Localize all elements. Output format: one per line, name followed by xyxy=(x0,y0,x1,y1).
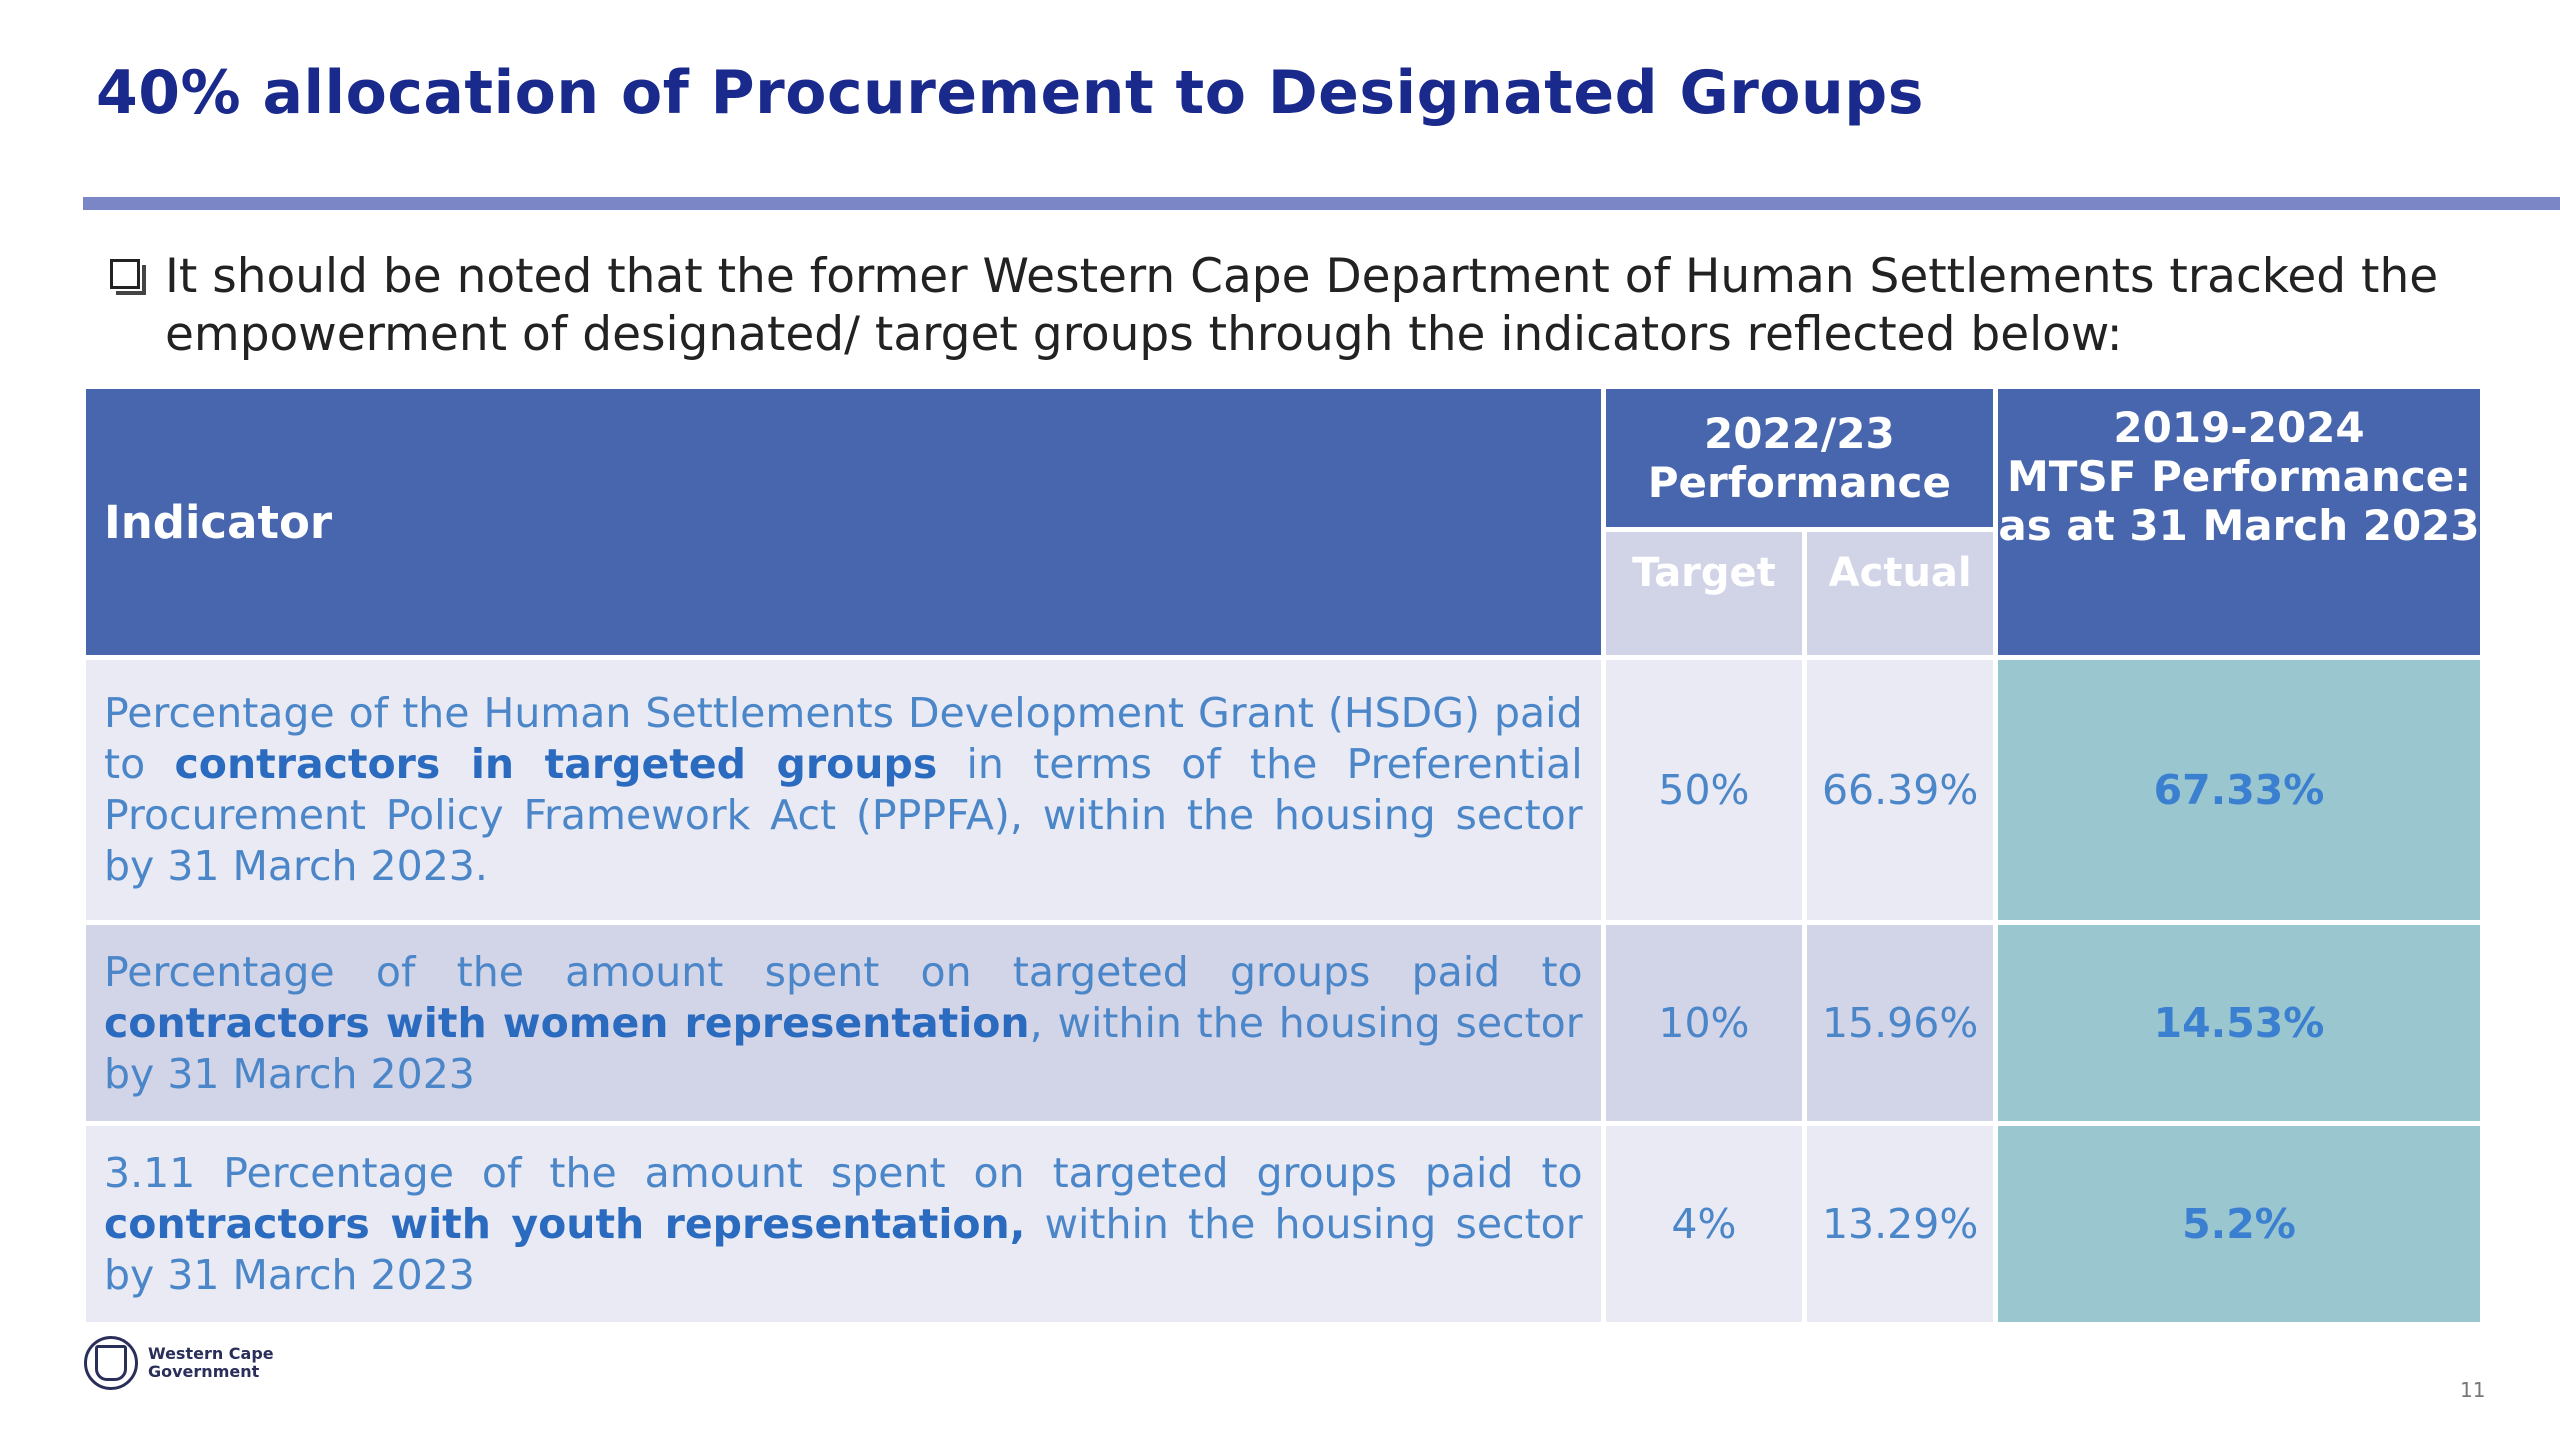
mtsf-cell: 14.53% xyxy=(1998,925,2480,1121)
indicator-emphasis: contractors in targeted groups xyxy=(174,740,938,788)
coat-of-arms-icon xyxy=(84,1336,138,1390)
header-mtsf-period: 2019-2024 xyxy=(2113,403,2365,452)
indicator-cell: Percentage of the amount spent on target… xyxy=(86,925,1601,1121)
indicator-emphasis: contractors with women representation xyxy=(104,998,1030,1047)
indicator-emphasis: contractors with youth representation, xyxy=(104,1199,1026,1248)
table-row: 3.11 Percentage of the amount spent on t… xyxy=(86,1126,2480,1322)
indicator-text: in terms of the Preferential Procurement… xyxy=(104,740,1583,890)
logo-line-2: Government xyxy=(148,1362,260,1381)
indicator-text: 3.11 Percentage of the amount spent on t… xyxy=(104,1148,1583,1197)
mtsf-cell: 67.33% xyxy=(1998,660,2480,920)
table-row: Percentage of the amount spent on target… xyxy=(86,925,2480,1121)
header-mtsf-date: as at 31 March 2023 xyxy=(1998,501,2480,550)
actual-cell: 15.96% xyxy=(1807,925,1994,1121)
header-indicator: Indicator xyxy=(86,389,1601,655)
header-performance: 2022/23 Performance xyxy=(1605,389,1994,527)
header-actual: Actual xyxy=(1807,532,1994,655)
target-cell: 4% xyxy=(1605,1126,1803,1322)
header-performance-label: Performance xyxy=(1647,458,1951,507)
title-divider xyxy=(83,197,2560,210)
indicator-text: Percentage of the Human Settlements Deve… xyxy=(104,689,1583,788)
indicator-text: , within the housing sector by 31 March … xyxy=(104,998,1583,1098)
actual-cell: 13.29% xyxy=(1807,1126,1994,1322)
indicator-cell: 3.11 Percentage of the amount spent on t… xyxy=(86,1126,1601,1322)
indicator-text: Percentage of the amount spent on target… xyxy=(104,947,1583,996)
indicator-text: within the housing sector by 31 March 20… xyxy=(104,1199,1583,1299)
logo-line-1: Western Cape xyxy=(148,1344,274,1363)
slide-title: 40% allocation of Procurement to Designa… xyxy=(96,58,1924,128)
header-performance-year: 2022/23 xyxy=(1703,409,1895,458)
mtsf-cell: 5.2% xyxy=(1998,1126,2480,1322)
logo-text: Western Cape Government xyxy=(148,1345,274,1381)
header-mtsf-label: MTSF Performance: xyxy=(2007,452,2472,501)
intro-note: It should be noted that the former Weste… xyxy=(110,248,2490,364)
indicator-table: Indicator 2022/23 Performance 2019-2024 … xyxy=(81,384,2485,1327)
actual-cell: 66.39% xyxy=(1807,660,1994,920)
checkbox-bullet-icon xyxy=(110,259,146,295)
page-number: 11 xyxy=(2460,1378,2486,1402)
intro-note-text: It should be noted that the former Weste… xyxy=(165,249,2439,362)
table-row: Percentage of the Human Settlements Deve… xyxy=(86,660,2480,920)
target-cell: 10% xyxy=(1605,925,1803,1121)
indicator-cell: Percentage of the Human Settlements Deve… xyxy=(86,660,1601,920)
header-mtsf: 2019-2024 MTSF Performance: as at 31 Mar… xyxy=(1998,389,2480,655)
western-cape-logo: Western Cape Government xyxy=(84,1336,274,1390)
header-target: Target xyxy=(1605,532,1803,655)
target-cell: 50% xyxy=(1605,660,1803,920)
